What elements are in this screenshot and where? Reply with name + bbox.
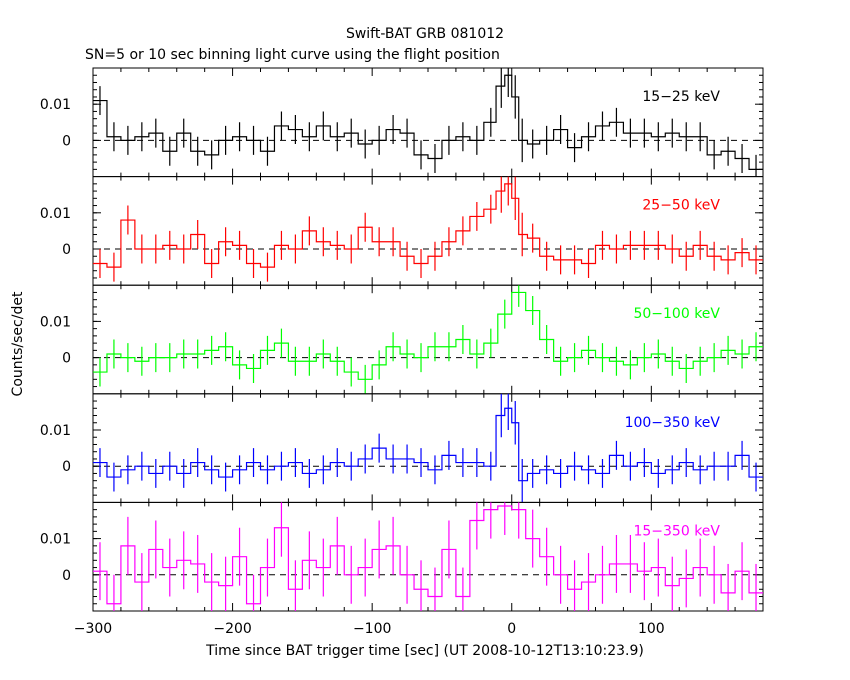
panel-energy-label: 15−350 keV (633, 523, 720, 539)
series-step-line (93, 183, 763, 268)
panel-data (93, 176, 763, 282)
y-tick-label: 0.01 (40, 314, 71, 330)
panel-energy-label: 15−25 keV (642, 89, 720, 105)
panel-frame (92, 67, 764, 178)
x-tick-label: 100 (638, 621, 665, 637)
panel-2: 0 0.01 25−50 keV (40, 176, 764, 286)
x-tick-label: 0 (507, 621, 516, 637)
y-tick-label: 0 (62, 351, 71, 367)
y-tick-label: 0.01 (40, 532, 71, 548)
panel-energy-label: 50−100 keV (633, 306, 720, 322)
panel-4: 0 0.01 100−350 keV (40, 393, 764, 503)
panel-data (93, 502, 763, 611)
panel-energy-label: 25−50 keV (642, 198, 720, 214)
y-tick-label: 0.01 (40, 97, 71, 113)
y-tick-label: 0.01 (40, 423, 71, 439)
y-tick-label: 0 (62, 133, 71, 149)
x-tick-label: −300 (74, 621, 112, 637)
panel-frame (92, 176, 764, 286)
x-axis-label: Time since BAT trigger time [sec] (UT 20… (205, 643, 644, 659)
y-tick-label: 0.01 (40, 206, 71, 222)
panel-data (93, 285, 763, 394)
x-tick-label: −100 (353, 621, 391, 637)
y-tick-label: 0 (62, 568, 71, 584)
panel-3: 0 0.01 50−100 keV (40, 284, 764, 395)
panel-1: 0 0.01 15−25 keV (40, 67, 764, 178)
series-step-line (93, 505, 763, 605)
y-tick-label: 0 (62, 459, 71, 475)
x-tick-label: −200 (213, 621, 251, 637)
panel-energy-label: 100−350 keV (625, 415, 721, 431)
panel-data (93, 68, 763, 177)
series-step-line (93, 407, 763, 482)
panel-frame (92, 284, 764, 395)
chart-subtitle: SN=5 or 10 sec binning light curve using… (85, 47, 500, 63)
y-axis-label: Counts/sec/det (10, 291, 26, 396)
y-tick-label: 0 (62, 242, 71, 258)
panels-group: 0 0.01 15−25 keV 0 0.01 25−50 keV 0 0.01 50−100 … (40, 67, 764, 637)
panel-5: 0 0.01 15−350 keV (40, 501, 764, 612)
chart-title: Swift-BAT GRB 081012 (346, 26, 504, 42)
panel-data (93, 393, 763, 503)
panel-frame (92, 393, 764, 503)
